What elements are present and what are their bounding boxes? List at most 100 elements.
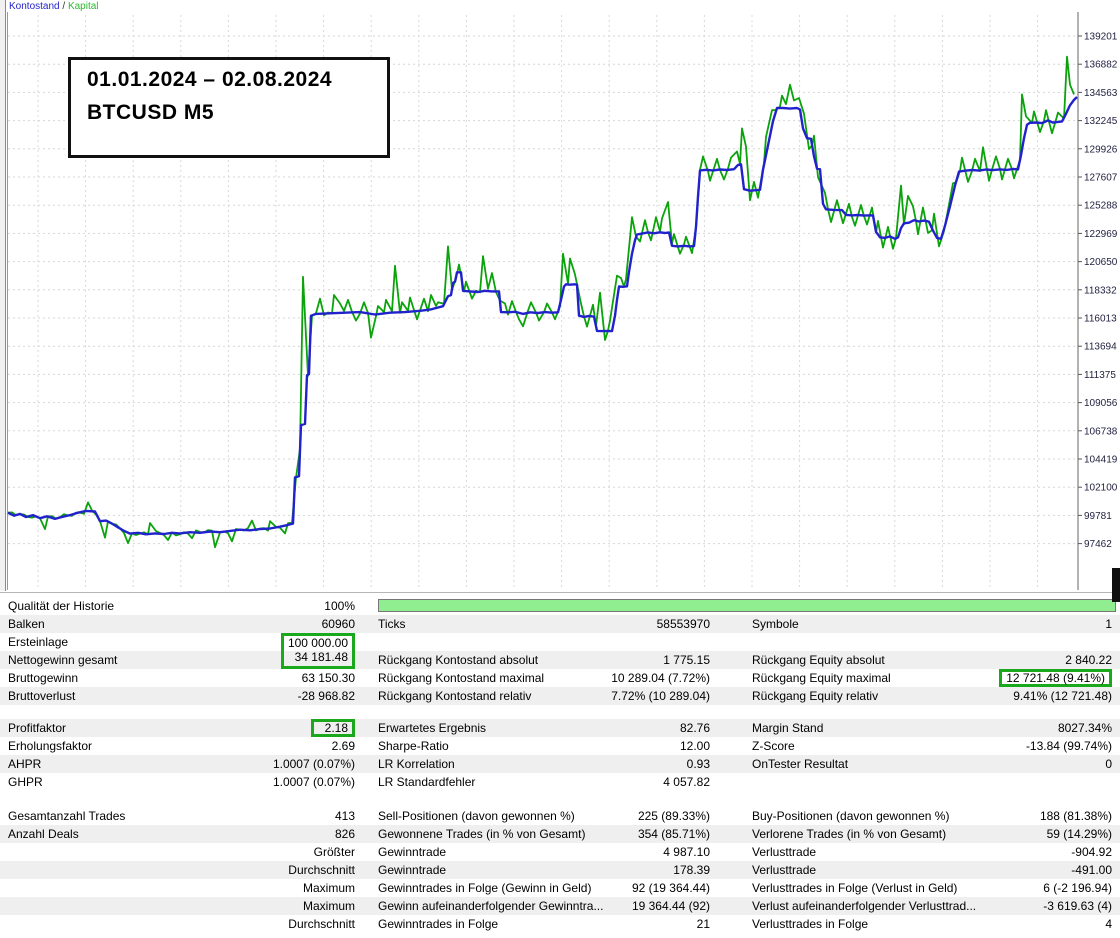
stat-value: 188 (81.38%): [1039, 809, 1112, 823]
stats-row: AHPR 1.0007 (0.07%) LR Korrelation 0.93 OnTe…: [0, 755, 1120, 773]
stat-label: Rückgang Kontostand absolut: [378, 653, 539, 667]
stats-row: Ersteinlage 100 000.00: [0, 633, 1120, 651]
balance-line: [7, 96, 1078, 536]
stat-value: 34 181.48: [281, 651, 355, 669]
stat-value: 10 289.04 (7.72%): [611, 671, 710, 685]
stat-value: 19 364.44 (92): [631, 899, 710, 913]
stats-table: Qualität der Historie 100% Balken 60960 Tick…: [0, 592, 1120, 938]
stat-value: 826: [334, 827, 355, 841]
legend-balance-label: Kontostand: [9, 1, 60, 12]
chart-legend: Kontostand / Kapital: [9, 1, 99, 12]
y-tick-label: 106738: [1084, 426, 1118, 437]
scrollbar-thumb[interactable]: [1112, 568, 1120, 602]
stat-label: Verlusttrade: [752, 845, 817, 859]
stats-row: Anzahl Deals 826 Gewonnene Trades (in % vo…: [0, 825, 1120, 843]
stat-value: Größter: [313, 845, 355, 859]
stats-row: Bruttogewinn 63 150.30 Rückgang Kontostand…: [0, 669, 1120, 687]
stats-row: Gesamtanzahl Trades 413 Sell-Positionen (d…: [0, 807, 1120, 825]
stat-label: Margin Stand: [752, 721, 824, 735]
stat-value: 1 775.15: [663, 653, 710, 667]
stat-value: 4 987.10: [663, 845, 710, 859]
annotation-box: 01.01.2024 – 02.08.2024 BTCUSD M5: [68, 57, 390, 158]
stat-label: Gewinntrades in Folge: [378, 917, 499, 931]
stat-value: 82.76: [679, 721, 710, 735]
stat-label: Gewinntrades in Folge (Gewinn in Geld): [378, 881, 592, 895]
stat-value: Maximum: [302, 899, 355, 913]
stat-value: 413: [334, 809, 355, 823]
equity-chart-panel: 139201 136882 134563 132245 129926 127607 1252…: [0, 0, 1120, 602]
stat-value: 58553970: [656, 617, 710, 631]
stat-label: Gesamtanzahl Trades: [8, 809, 126, 823]
stat-value: -3 619.63 (4): [1043, 899, 1112, 913]
stat-value: 60960: [321, 617, 355, 631]
stat-value: 6 (-2 196.94): [1043, 881, 1112, 895]
stat-label: Bruttoverlust: [8, 689, 76, 703]
stat-value: 63 150.30: [301, 671, 355, 685]
stats-row: Maximum Gewinn aufeinanderfolgender Gewin…: [0, 897, 1120, 915]
stats-row: Größter Gewinntrade 4 987.10 Verlusttrade -9…: [0, 843, 1120, 861]
y-tick-label: 136882: [1084, 60, 1118, 71]
stat-value: 0: [1105, 757, 1112, 771]
stats-row: Durchschnitt Gewinntrades in Folge 21 Verlu…: [0, 915, 1120, 933]
stat-label: AHPR: [8, 757, 42, 771]
stat-value: 2.69: [331, 739, 355, 753]
stat-label: Erwartetes Ergebnis: [378, 721, 487, 735]
stat-label: Verlorene Trades (in % von Gesamt): [752, 827, 947, 841]
stat-label: Verlusttrades in Folge: [752, 917, 869, 931]
stat-label: Ticks: [378, 617, 406, 631]
y-tick-label: 129926: [1084, 144, 1118, 155]
stat-value: 7.72% (10 289.04): [611, 689, 710, 703]
stat-value: Maximum: [302, 881, 355, 895]
stat-label: Verlust aufeinanderfolgender Verlusttrad…: [752, 899, 977, 913]
y-tick-label: 111375: [1084, 370, 1116, 381]
stat-value: 21: [696, 917, 710, 931]
stat-label: Rückgang Equity relativ: [752, 689, 879, 703]
stats-row: Profitfaktor 2.18 Erwartetes Ergebnis 82.76…: [0, 719, 1120, 737]
stat-label: Ersteinlage: [8, 635, 69, 649]
stat-label: Rückgang Equity absolut: [752, 653, 885, 667]
stats-row: Erholungsfaktor 2.69 Sharpe-Ratio 12.00 Z-Sc…: [0, 737, 1120, 755]
stat-value: 225 (89.33%): [637, 809, 710, 823]
legend-equity-label: Kapital: [67, 1, 99, 12]
stat-label: GHPR: [8, 775, 43, 789]
stat-label: Verlusttrades in Folge (Verlust in Geld): [752, 881, 958, 895]
stats-section-1: Qualität der Historie 100% Balken 60960 Tick…: [0, 597, 1120, 705]
stat-value: 12.00: [679, 739, 710, 753]
y-tick-label: 113694: [1084, 342, 1117, 353]
stat-value: 59 (14.29%): [1046, 827, 1112, 841]
stat-value: Durchschnitt: [288, 863, 355, 877]
y-tick-label: 118332: [1084, 285, 1117, 296]
stat-label: Sharpe-Ratio: [378, 739, 449, 753]
stat-value: 100 000.00: [280, 633, 355, 651]
stat-value: 9.41% (12 721.48): [1013, 689, 1112, 703]
stat-label: OnTester Resultat: [752, 757, 849, 771]
stat-value: -28 968.82: [297, 689, 355, 703]
y-tick-label: 122969: [1084, 229, 1118, 240]
stat-value: Durchschnitt: [288, 917, 355, 931]
y-tick-label: 125288: [1084, 201, 1118, 212]
y-tick-label: 99781: [1084, 511, 1112, 522]
stat-label: Erholungsfaktor: [8, 739, 93, 753]
stats-section-2: Profitfaktor 2.18 Erwartetes Ergebnis 82.76…: [0, 719, 1120, 791]
stat-value: 100%: [324, 599, 355, 613]
stats-row: Qualität der Historie 100%: [0, 597, 1120, 615]
y-tick-label: 109056: [1084, 398, 1118, 409]
history-quality-bar: [378, 599, 1116, 612]
left-scroll-strip: [0, 0, 6, 591]
legend-separator: /: [62, 1, 66, 12]
stat-label: Gewinntrade: [378, 845, 447, 859]
annotation-symbol: BTCUSD M5: [87, 101, 215, 124]
stat-label: LR Standardfehler: [378, 775, 476, 789]
stat-label: Anzahl Deals: [8, 827, 79, 841]
stat-label: Gewonnene Trades (in % von Gesamt): [378, 827, 586, 841]
stat-label: Buy-Positionen (davon gewonnen %): [752, 809, 950, 823]
stats-row: Maximum Gewinntrades in Folge (Gewinn in …: [0, 879, 1120, 897]
stat-value: 8027.34%: [1057, 721, 1112, 735]
stats-row: Bruttoverlust -28 968.82 Rückgang Kontosta…: [0, 687, 1120, 705]
stat-value: 12 721.48 (9.41%): [999, 669, 1112, 687]
stat-label: Gewinn aufeinanderfolgender Gewinntra...: [378, 899, 604, 913]
y-tick-label: 120650: [1084, 257, 1118, 268]
stat-value: 2.18: [311, 719, 355, 737]
stat-label: Bruttogewinn: [8, 671, 79, 685]
